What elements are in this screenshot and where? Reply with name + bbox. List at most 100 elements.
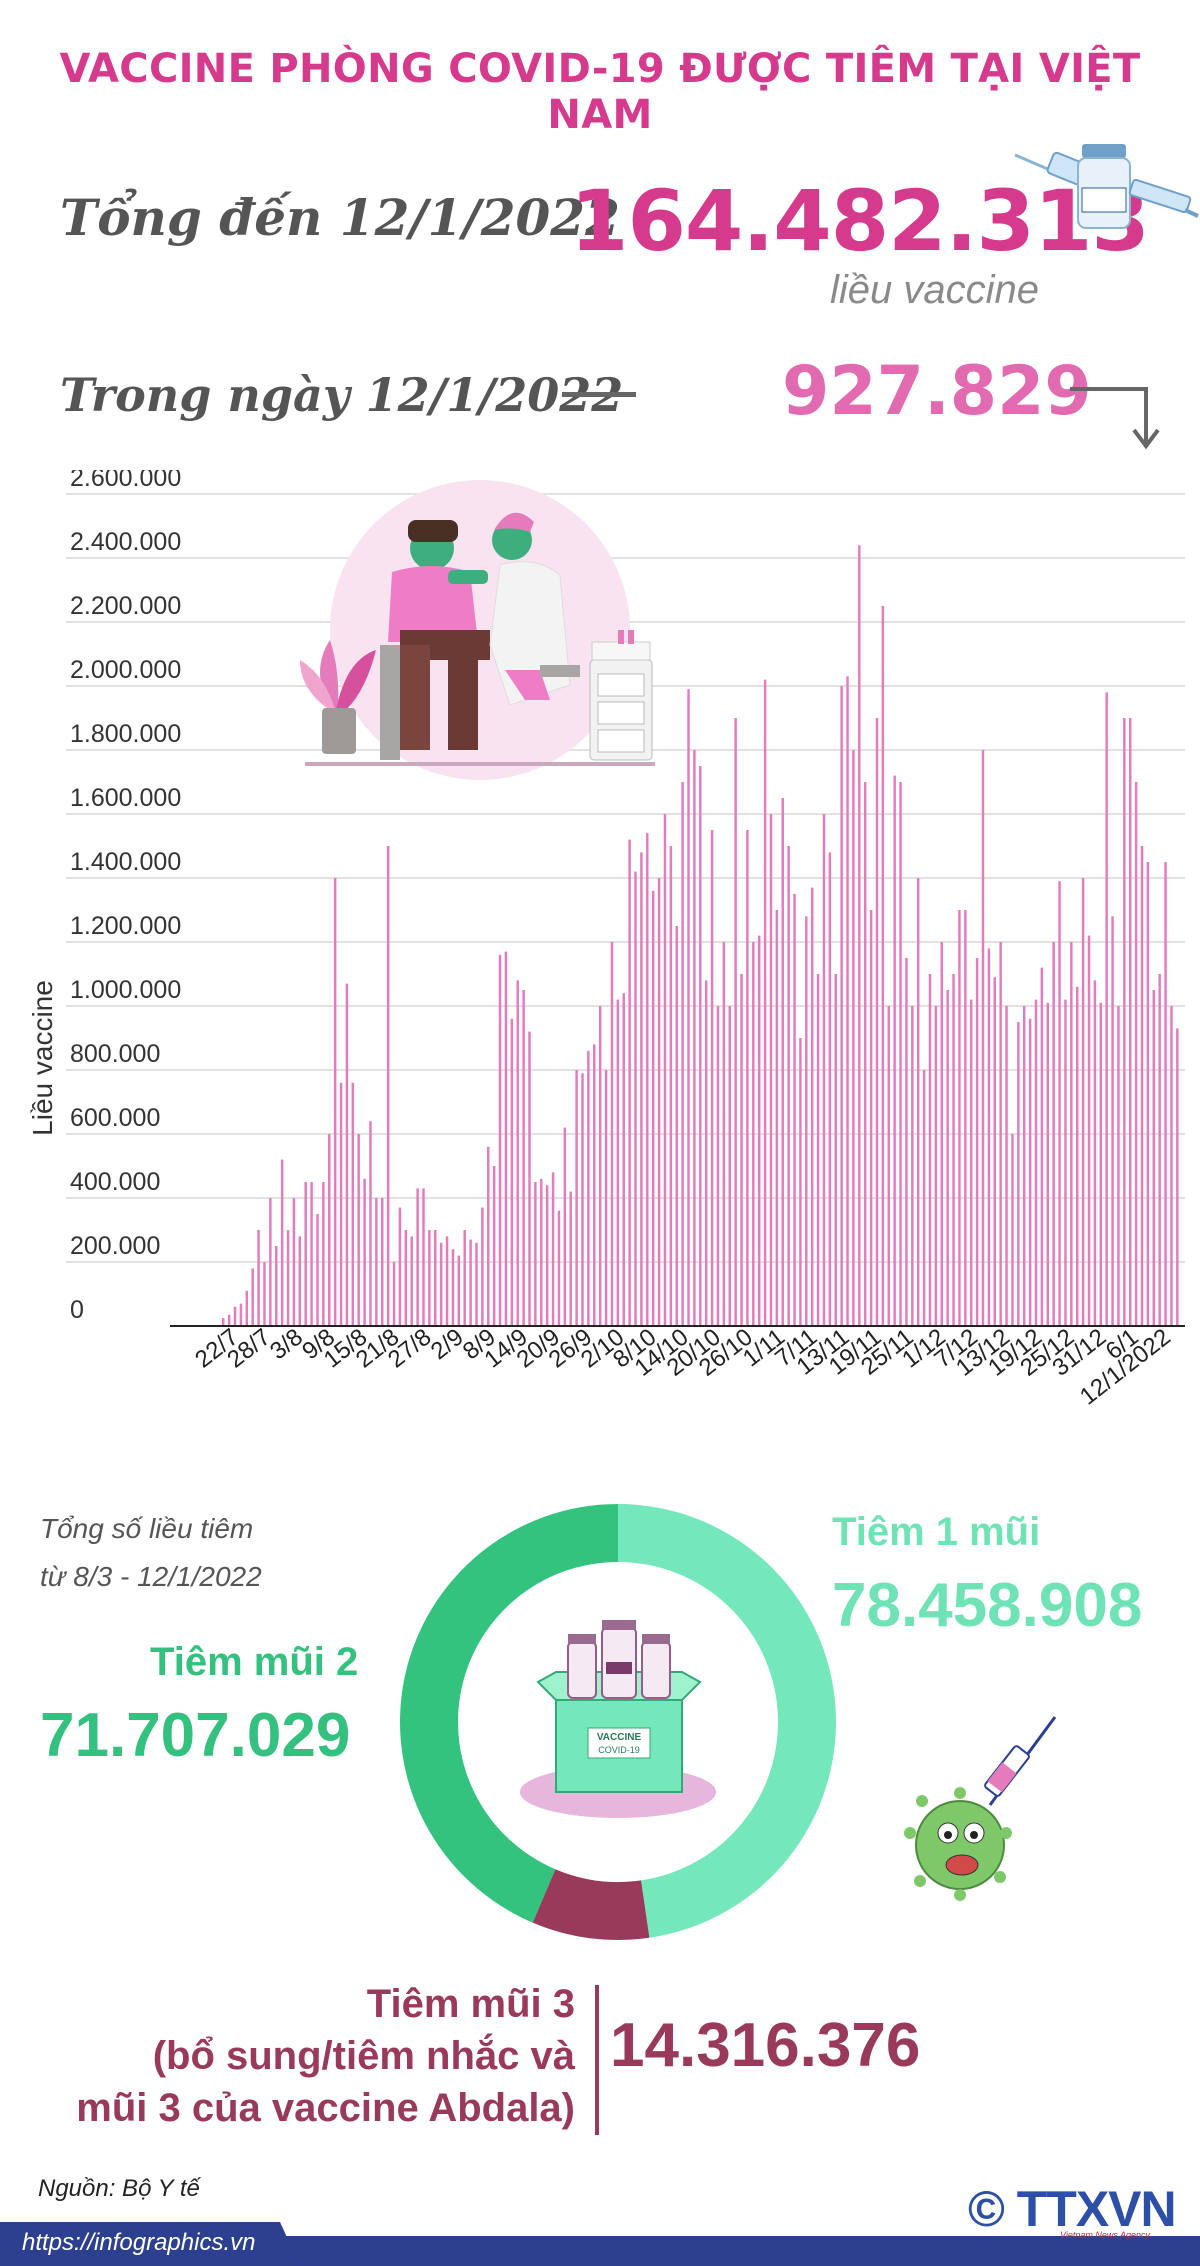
chart-bar [1052,942,1055,1326]
syringe-vial-icon [1014,144,1199,229]
chart-bar [1170,1006,1173,1326]
chart-bar [328,1134,331,1326]
ttxvn-logo-subtitle: Vietnam News Agency [1060,2230,1151,2240]
chart-bar [222,1318,225,1326]
dose3-label-line3: mũi 3 của vaccine Abdala) [76,2086,575,2130]
chart-bar [540,1178,543,1326]
chart-bar [1134,782,1138,1326]
chart-bar [487,1146,490,1326]
total-value: 164.482.313 [570,172,1150,270]
chart-bar [634,871,637,1326]
day-value: 927.829 [782,352,1092,431]
chart-bar [1087,935,1091,1326]
chart-y-tick-label: 1.600.000 [70,784,181,812]
chart-bar [504,951,508,1326]
chart-bar [1093,980,1097,1326]
chart-bar [975,958,979,1326]
chart-bar [1005,1006,1008,1326]
arrow-down-icon [1070,387,1160,450]
chart-bar [428,1230,431,1326]
chart-bar [969,999,973,1326]
chart-y-tick-label: 2.400.000 [70,528,181,556]
chart-y-axis-label: Liều vaccine [27,980,58,1136]
chart-bar [304,1182,307,1326]
chart-bar [810,887,814,1326]
chart-bar [587,1050,590,1326]
dose3-label: Tiêm mũi 3 (bổ sung/tiêm nhắc và mũi 3 c… [20,1978,575,2134]
chart-bar [357,1134,360,1326]
chart-bar [363,1178,366,1326]
chart-bar [422,1188,425,1326]
chart-bar [840,686,843,1326]
chart-bar [981,750,985,1326]
chart-bar [457,1255,461,1326]
chart-bar [946,990,949,1326]
chart-bar [593,1044,596,1326]
chart-bar [734,718,737,1326]
chart-bar [875,718,879,1326]
chart-bar [858,545,861,1326]
chart-bar [310,1182,313,1326]
box-label-1: VACCINE [597,1732,642,1743]
chart-y-tick-label: 2.600.000 [70,470,181,492]
chart-bar [728,1006,731,1326]
chart-bar [952,974,955,1326]
chart-bar [257,1230,260,1326]
chart-bar [828,852,832,1326]
chart-bar [1046,1002,1050,1326]
chart-bar [922,1070,926,1326]
chart-y-tick-label: 1.200.000 [70,912,181,940]
footer-tab [0,2222,300,2266]
chart-bar [1075,986,1079,1326]
dose3-label-line2: (bổ sung/tiêm nhắc và [152,2034,575,2078]
chart-bar [740,974,743,1326]
chart-bar [610,942,614,1326]
chart-bar [964,910,967,1326]
chart-bar [251,1268,254,1326]
chart-y-tick-label: 800.000 [70,1040,160,1068]
chart-bar [687,689,690,1326]
chart-bar [622,993,625,1326]
vaccine-box-icon: VACCINE COVID-19 [520,1620,716,1818]
dose2-value: 71.707.029 [40,1701,351,1770]
dose1-label: Tiêm 1 mũi [832,1510,1041,1554]
chart-bar [404,1230,408,1326]
donut-segments [400,1504,836,1940]
page-title: VACCINE PHÒNG COVID-19 ĐƯỢC TIÊM TẠI VIỆ… [59,46,1141,138]
chart-bar [940,942,943,1326]
chart-bar [522,990,525,1326]
donut-note-line1: Tổng số liều tiêm [40,1513,254,1544]
chart-bar [416,1188,419,1326]
chart-bar [993,977,996,1326]
footer-url[interactable]: https://infographics.vn [22,2229,256,2256]
chart-y-tick-label: 200.000 [70,1232,160,1260]
chart-bar [563,1127,567,1326]
chart-bar [1105,692,1108,1326]
chart-bar [704,980,708,1326]
chart-y-tick-label: 600.000 [70,1104,160,1132]
chart-y-tick-label: 1.000.000 [70,976,181,1004]
chart-bar [775,910,779,1326]
dose-donut-chart: VACCINE COVID-19 [400,1504,836,1940]
chart-bar [545,1185,549,1326]
chart-bar [475,1242,478,1326]
chart-bar [463,1230,466,1326]
chart-bar [575,1070,578,1326]
chart-bar [1158,974,1161,1326]
chart-bar [1064,999,1067,1326]
chart-bar [398,1207,402,1326]
chart-bar [345,983,349,1326]
chart-bar [640,852,643,1326]
vaccination-illustration [300,480,655,780]
chart-bar [451,1249,455,1326]
chart-bar [445,1236,449,1326]
chart-bar [1176,1028,1179,1326]
chart-bar [822,814,826,1326]
chart-bar [787,846,790,1326]
chart-bar [410,1236,413,1326]
chart-bar [999,942,1002,1326]
chart-bar [1011,1134,1014,1326]
chart-bar [710,830,714,1326]
donut-segment [618,1504,836,1938]
chart-y-tick-label: 1.800.000 [70,720,181,748]
